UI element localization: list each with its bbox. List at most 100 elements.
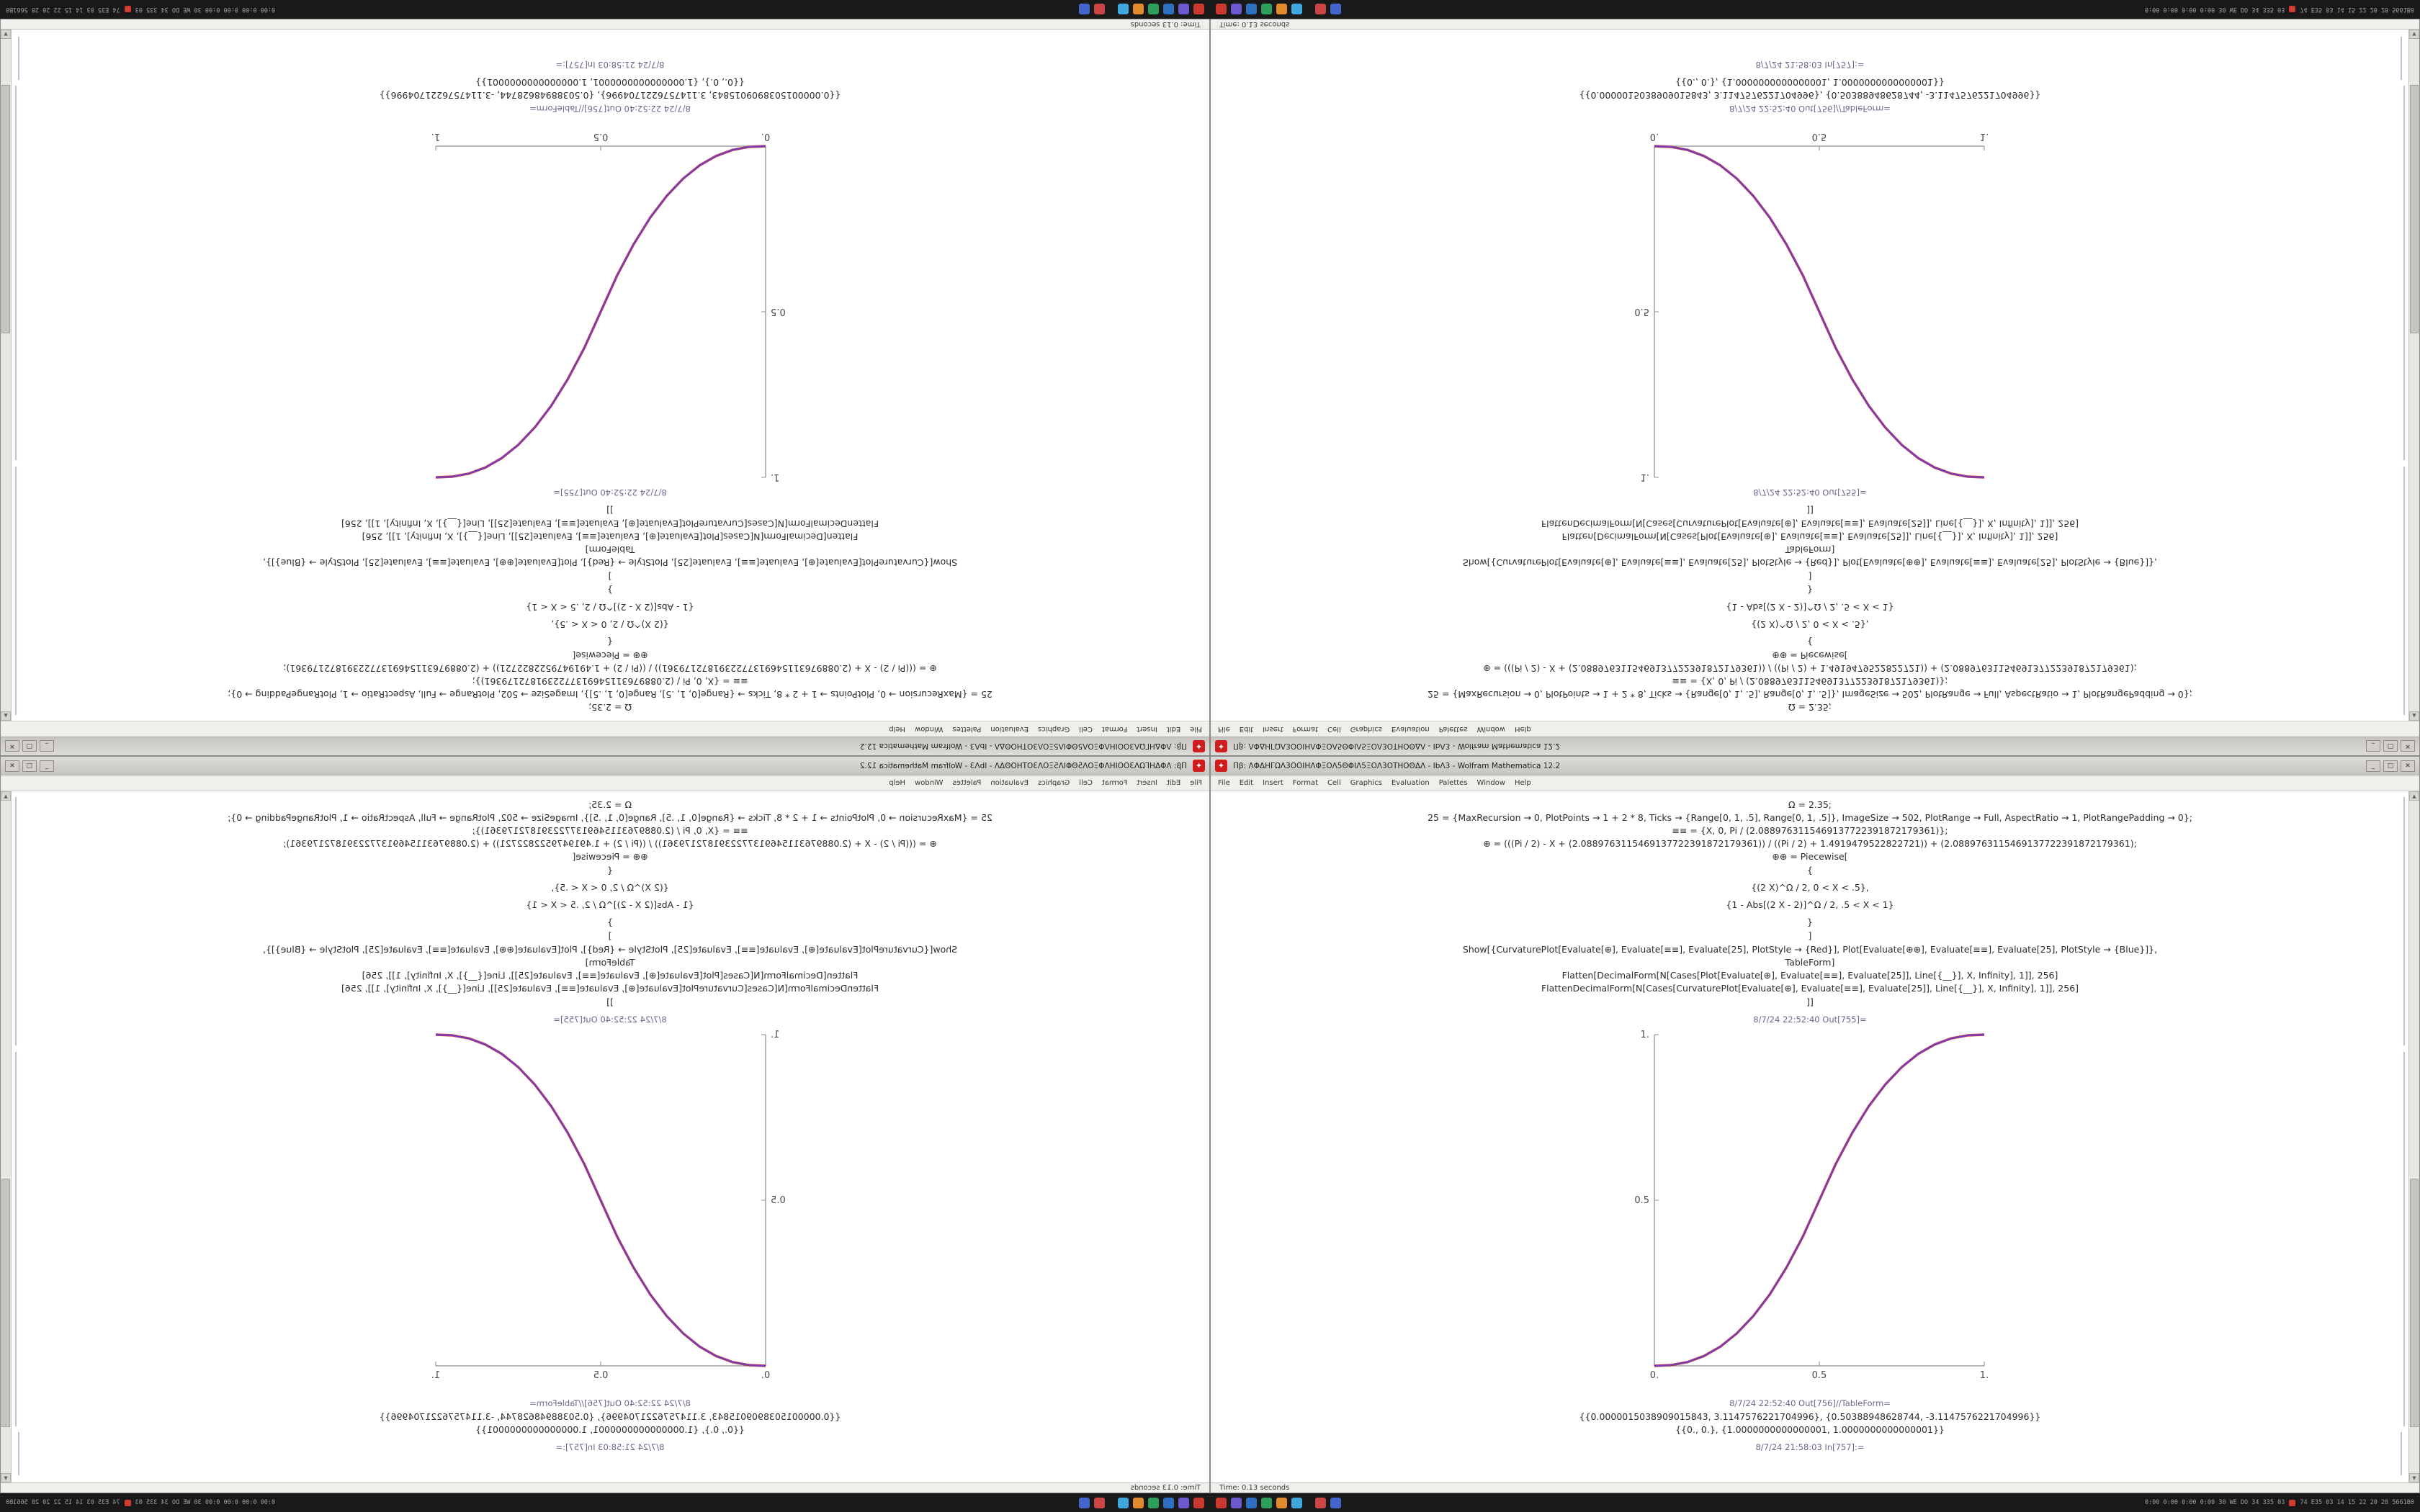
menu-item[interactable]: Window — [915, 725, 944, 733]
cell-bracket[interactable] — [2403, 797, 2405, 1045]
notebook-cell[interactable]: 8/7/24 22:52:40 Out[755]= — [1753, 1014, 1867, 1025]
notebook-cell[interactable]: 8/7/24 22:52:40 Out[756]//TableForm= — [1729, 1398, 1891, 1408]
close-button[interactable]: ✕ — [2401, 740, 2415, 752]
cell-bracket[interactable] — [2401, 1432, 2402, 1475]
menu-item[interactable]: Palettes — [952, 779, 982, 787]
cell-bracket[interactable] — [2401, 37, 2402, 80]
menu-item[interactable]: Evaluation — [1391, 779, 1430, 787]
taskbar-app-icon-app-red[interactable] — [1216, 4, 1227, 15]
maximize-button[interactable]: □ — [22, 760, 37, 772]
notebook-cell[interactable]: FlattenDecimalForm[N[Cases[CurvaturePlot… — [341, 983, 879, 994]
menu-item[interactable]: Window — [1476, 779, 1505, 787]
notebook-cell[interactable]: ] — [608, 571, 612, 582]
menu-item[interactable]: Palettes — [1438, 725, 1468, 733]
notebook-cell[interactable]: 25 = {MaxRecursion → 0, PlotPoints → 1 +… — [228, 812, 992, 823]
minimize-button[interactable]: _ — [40, 740, 54, 752]
menu-item[interactable]: Edit — [1166, 725, 1181, 733]
notebook-cell[interactable]: { — [607, 865, 613, 876]
menu-item[interactable]: File — [1218, 779, 1230, 787]
scroll-up-arrow-icon[interactable]: ▲ — [1, 791, 11, 801]
cell-bracket[interactable] — [15, 467, 17, 715]
notebook-cell[interactable]: ⊕ = (((Pi / 2) - X + (2.0889763115469137… — [1483, 838, 2137, 849]
notebook-cell[interactable]: Flatten[DecimalForm[N[Cases[Plot[Evaluat… — [362, 970, 859, 981]
notebook-cell[interactable]: {(2 X)^Ω / 2, 0 < X < .5}, — [551, 882, 669, 893]
notebook-cell[interactable]: {{0.0000015038909015843, 3.1147576221704… — [379, 90, 841, 101]
notebook-cell[interactable]: 8/7/24 22:52:40 Out[756]//TableForm= — [529, 104, 691, 114]
taskbar-app-icon-app-red-2[interactable] — [1094, 1497, 1105, 1508]
notebook-cell[interactable]: 8/7/24 21:58:03 In[757]:= — [555, 1442, 665, 1452]
taskbar-app-icon-app-red-2[interactable] — [1315, 1497, 1326, 1508]
minimize-button[interactable]: _ — [2366, 760, 2380, 772]
menu-item[interactable]: Graphics — [1350, 725, 1382, 733]
notebook-cell[interactable]: 8/7/24 21:58:03 In[757]:= — [1755, 1442, 1865, 1452]
notebook-cell[interactable]: { — [1807, 636, 1813, 647]
menu-item[interactable]: Evaluation — [990, 779, 1029, 787]
notebook-cell[interactable]: Flatten[DecimalForm[N[Cases[Plot[Evaluat… — [1561, 970, 2058, 981]
notebook-cell[interactable]: Flatten[DecimalForm[N[Cases[Plot[Evaluat… — [1561, 531, 2058, 542]
taskbar-app-icon-app-orange[interactable] — [1276, 4, 1287, 15]
taskbar-app-icon-app-blue[interactable] — [1246, 4, 1257, 15]
notebook-cell[interactable]: {1 - Abs[(2 X - 2)]^Ω / 2, .5 < X < 1} — [1726, 899, 1894, 910]
notebook-cell[interactable]: {1 - Abs[(2 X - 2)]^Ω / 2, .5 < X < 1} — [1726, 602, 1894, 613]
taskbar-app-icon-app-green[interactable] — [1261, 1497, 1272, 1508]
taskbar-app-icon-app-lightblue[interactable] — [1291, 1497, 1302, 1508]
menu-item[interactable]: Help — [1514, 779, 1531, 787]
notebook-cell[interactable]: {1 - Abs[(2 X - 2)]^Ω / 2, .5 < X < 1} — [526, 602, 694, 613]
notebook-cell[interactable]: Show[{CurvaturePlot[Evaluate[⊕], Evaluat… — [262, 557, 958, 568]
menu-item[interactable]: Help — [889, 725, 906, 733]
notebook-cell[interactable]: {(2 X)^Ω / 2, 0 < X < .5}, — [1751, 882, 1869, 893]
notebook-cell[interactable]: 8/7/24 22:52:40 Out[755]= — [553, 487, 667, 498]
menu-item[interactable]: Cell — [1327, 779, 1341, 787]
menu-item[interactable]: Palettes — [952, 725, 982, 733]
taskbar-app-icon-app-red[interactable] — [1193, 4, 1204, 15]
notebook-cell[interactable]: ⊕ = (((Pi / 2) - X + (2.0889763115469137… — [283, 838, 937, 849]
taskbar-app-icon-app-red-2[interactable] — [1315, 4, 1326, 15]
notebook-cell[interactable]: Ω = 2.35; — [588, 799, 632, 810]
menu-item[interactable]: Edit — [1239, 779, 1254, 787]
taskbar-app-icon-app-blue-2[interactable] — [1079, 1497, 1090, 1508]
notebook-cell[interactable]: 8/7/24 22:52:40 Out[755]= — [553, 1014, 667, 1025]
menu-item[interactable]: Window — [915, 779, 944, 787]
cell-bracket[interactable] — [15, 797, 17, 1045]
menu-item[interactable]: Insert — [1137, 779, 1157, 787]
notebook-cell[interactable]: 8/7/24 22:52:40 Out[756]//TableForm= — [1729, 104, 1891, 114]
menu-item[interactable]: File — [1190, 725, 1202, 733]
notebook-cell[interactable]: ⊕⊕ = Piecewise[ — [1772, 650, 1848, 661]
scrollbar-thumb[interactable] — [2410, 1178, 2419, 1428]
notebook-cell[interactable]: FlattenDecimalForm[N[Cases[CurvaturePlot… — [1541, 518, 2079, 529]
window-titlebar[interactable]: ✦ Πβ: ΛΦΔΗΓΩΛ3ΟΟΙΗΛΦΞΟΛ5ΘΦΙΛ5ΞΟΛ3ΟΤΗΟΘΔΛ… — [1211, 737, 2419, 755]
notebook-cell[interactable]: FlattenDecimalForm[N[Cases[CurvaturePlot… — [1541, 983, 2079, 994]
taskbar-app-icon-app-violet[interactable] — [1178, 4, 1189, 15]
taskbar-app-icon-app-lightblue[interactable] — [1118, 1497, 1129, 1508]
vertical-scrollbar[interactable]: ▲ ▼ — [2408, 791, 2419, 1482]
menu-item[interactable]: Insert — [1263, 725, 1283, 733]
notebook-cell[interactable]: {(2 X)^Ω / 2, 0 < X < .5}, — [551, 619, 669, 630]
notebook-cell[interactable]: ⊕ = (((Pi / 2) - X + (2.0889763115469137… — [1483, 663, 2137, 674]
notebook-cell[interactable]: Flatten[DecimalForm[N[Cases[Plot[Evaluat… — [362, 531, 859, 542]
vertical-scrollbar[interactable]: ▲ ▼ — [1, 791, 12, 1482]
scrollbar-thumb[interactable] — [2410, 84, 2419, 334]
notebook-cell[interactable]: ] — [1808, 930, 1812, 941]
notebook-cell[interactable]: {{0., 0.}, {1.0000000000000001, 1.000000… — [1675, 1424, 1945, 1435]
taskbar-app-icon-app-violet[interactable] — [1178, 1497, 1189, 1508]
notebook-cell[interactable]: 25 = {MaxRecursion → 0, PlotPoints → 1 +… — [1428, 689, 2192, 700]
menu-item[interactable]: Help — [1514, 725, 1531, 733]
notebook-cell[interactable]: ] — [1808, 571, 1812, 582]
menu-item[interactable]: Graphics — [1038, 779, 1070, 787]
taskbar-app-icon-app-red-2[interactable] — [1094, 4, 1105, 15]
menu-item[interactable]: Format — [1101, 725, 1128, 733]
cell-bracket[interactable] — [2403, 86, 2405, 460]
taskbar-app-icon-app-red[interactable] — [1216, 1497, 1227, 1508]
taskbar-app-icon-app-blue-2[interactable] — [1079, 4, 1090, 15]
cell-bracket[interactable] — [18, 37, 19, 80]
maximize-button[interactable]: □ — [22, 740, 37, 752]
taskbar-app-icon-app-blue[interactable] — [1246, 1497, 1257, 1508]
notebook-cell[interactable]: Ω = 2.35; — [1788, 702, 1832, 713]
notebook-cell[interactable]: 8/7/24 22:52:40 Out[756]//TableForm= — [529, 1398, 691, 1408]
taskbar-app-icon-app-violet[interactable] — [1231, 1497, 1242, 1508]
notebook-cell[interactable]: {{0.0000015038909015843, 3.1147576221704… — [379, 1411, 841, 1422]
notebook-cell[interactable]: ⊕⊕ = Piecewise[ — [572, 851, 648, 862]
vertical-scrollbar[interactable]: ▲ ▼ — [2408, 30, 2419, 721]
menu-item[interactable]: Window — [1476, 725, 1505, 733]
taskbar-app-icon-app-blue-2[interactable] — [1330, 1497, 1341, 1508]
